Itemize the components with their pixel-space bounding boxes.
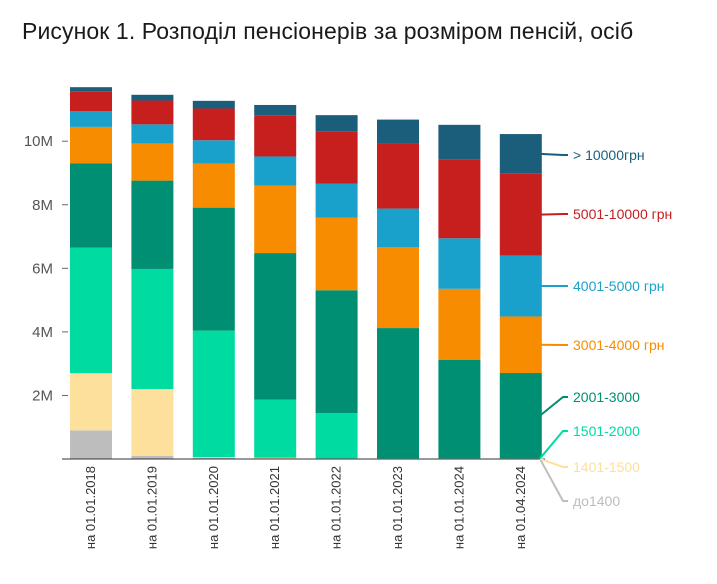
x-tick-label: на 01.01.2024 — [451, 466, 466, 549]
bar-segment-10000грн-3 — [192, 100, 235, 109]
bar-segment-10000грн-2 — [131, 94, 174, 101]
bar-segment-2001-3000-4 — [254, 253, 297, 400]
bar-segment-1401-1500-4 — [254, 457, 297, 459]
bar-segment-1401-1500-2 — [131, 389, 174, 456]
legend-connector-1401-1500 — [539, 457, 568, 468]
bar-segment-4001-5000-грн-4 — [254, 156, 297, 186]
legend-connector-2001-3000 — [539, 396, 568, 417]
bar-segment-1501-2000-4 — [254, 399, 297, 458]
x-tick-label: на 01.01.2022 — [329, 466, 344, 549]
bar-segment-3001-4000-грн-5 — [315, 217, 358, 291]
y-tick-label: 6M — [32, 260, 53, 277]
bar-segment-5001-10000-грн-7 — [438, 159, 481, 239]
bar-segment-3001-4000-грн-6 — [377, 247, 419, 329]
legend-label-1401-1500: 1401-1500 — [573, 459, 640, 475]
bar-segment-до1400-1 — [70, 430, 112, 459]
bar-segment-4001-5000-грн-7 — [438, 238, 481, 289]
bar-segment-1401-1500-3 — [192, 457, 235, 458]
bar-segment-2001-3000-8 — [499, 373, 542, 459]
y-tick-label: 2M — [32, 387, 53, 404]
x-tick-label: на 01.01.2021 — [267, 466, 282, 549]
y-axis: 2M 4M 6M 8M 10M — [24, 133, 68, 404]
bar-segment-5001-10000-грн-8 — [499, 173, 542, 256]
legend-connector-5001-10000-грн — [539, 213, 568, 216]
x-tick-label: на 01.01.2018 — [83, 466, 98, 549]
bar-segment-10000грн-1 — [70, 87, 112, 92]
bar-segment-5001-10000-грн-6 — [377, 143, 419, 209]
legend-connector-до1400 — [539, 458, 568, 502]
bar-segment-4001-5000-грн-1 — [70, 111, 112, 127]
bar-segment-3001-4000-грн-4 — [254, 185, 297, 254]
bar-segment-1501-2000-2 — [131, 268, 174, 390]
bar-segment-5001-10000-грн-3 — [192, 108, 235, 141]
y-tick-label: 10M — [24, 133, 53, 150]
legend-label-до1400: до1400 — [573, 493, 620, 509]
legend-connector-1501-2000 — [539, 430, 568, 460]
bar-segment-1501-2000-3 — [192, 330, 235, 458]
bar-segment-3001-4000-грн-2 — [131, 143, 174, 181]
bar-segment-2001-3000-1 — [70, 163, 112, 248]
x-tick-label: на 01.04.2024 — [513, 466, 528, 549]
x-tick-label: на 01.01.2019 — [144, 466, 159, 549]
bar-segment-3001-4000-грн-1 — [70, 126, 112, 164]
bar-segment-10000грн-5 — [315, 115, 358, 132]
bars-layer — [70, 87, 542, 459]
legend-label-4001-5000-грн: 4001-5000 грн — [573, 278, 664, 294]
bar-segment-5001-10000-грн-1 — [70, 91, 112, 112]
bar-segment-10000грн-6 — [377, 119, 419, 144]
x-tick-label: на 01.01.2023 — [390, 466, 405, 549]
y-tick-label: 8M — [32, 197, 53, 214]
chart-title: Рисунок 1. Розподіл пенсіонерів за розмі… — [22, 18, 634, 44]
bar-segment-4001-5000-грн-6 — [377, 208, 419, 248]
bar-segment-4001-5000-грн-5 — [315, 183, 358, 218]
legend-label-3001-4000-грн: 3001-4000 грн — [573, 337, 664, 353]
legend-label-5001-10000-грн: 5001-10000 грн — [573, 206, 672, 222]
bar-segment-1501-2000-5 — [315, 413, 358, 459]
bar-segment-2001-3000-2 — [131, 180, 174, 269]
bar-segment-4001-5000-грн-8 — [499, 255, 542, 317]
legend-connector-10000грн — [539, 152, 568, 156]
legend-label-1501-2000: 1501-2000 — [573, 423, 640, 439]
bar-segment-5001-10000-грн-4 — [254, 115, 297, 157]
y-tick-label: 4M — [32, 324, 53, 341]
bar-segment-до1400-2 — [131, 455, 174, 459]
bar-segment-3001-4000-грн-7 — [438, 288, 481, 361]
bar-segment-1501-2000-6 — [377, 458, 419, 459]
bar-segment-1501-2000-1 — [70, 247, 112, 374]
bar-segment-1401-1500-1 — [70, 373, 112, 431]
legend: до1400 1401-1500 1501-2000 2001-3000 3001-40… — [539, 147, 672, 509]
bar-segment-2001-3000-7 — [438, 360, 481, 459]
bar-segment-10000грн-7 — [438, 124, 481, 160]
bar-segment-10000грн-4 — [254, 104, 297, 116]
bar-segment-5001-10000-грн-5 — [315, 131, 358, 184]
bar-segment-до1400-3 — [192, 457, 235, 459]
legend-label-10000грн: > 10000грн — [573, 147, 645, 163]
bar-segment-2001-3000-5 — [315, 290, 358, 414]
legend-label-2001-3000: 2001-3000 — [573, 389, 640, 405]
bar-segment-4001-5000-грн-2 — [131, 124, 174, 144]
bar-segment-10000грн-8 — [499, 134, 542, 174]
bar-segment-5001-10000-грн-2 — [131, 100, 174, 125]
bar-segment-4001-5000-грн-3 — [192, 140, 235, 164]
x-axis: на 01.01.2018 на 01.01.2019 на 01.01.2020 н… — [62, 458, 545, 549]
bar-segment-3001-4000-грн-3 — [192, 163, 235, 208]
bar-segment-2001-3000-6 — [377, 328, 419, 459]
x-tick-label: на 01.01.2020 — [206, 466, 221, 549]
bar-segment-2001-3000-3 — [192, 207, 235, 331]
bar-segment-3001-4000-грн-8 — [499, 316, 542, 374]
